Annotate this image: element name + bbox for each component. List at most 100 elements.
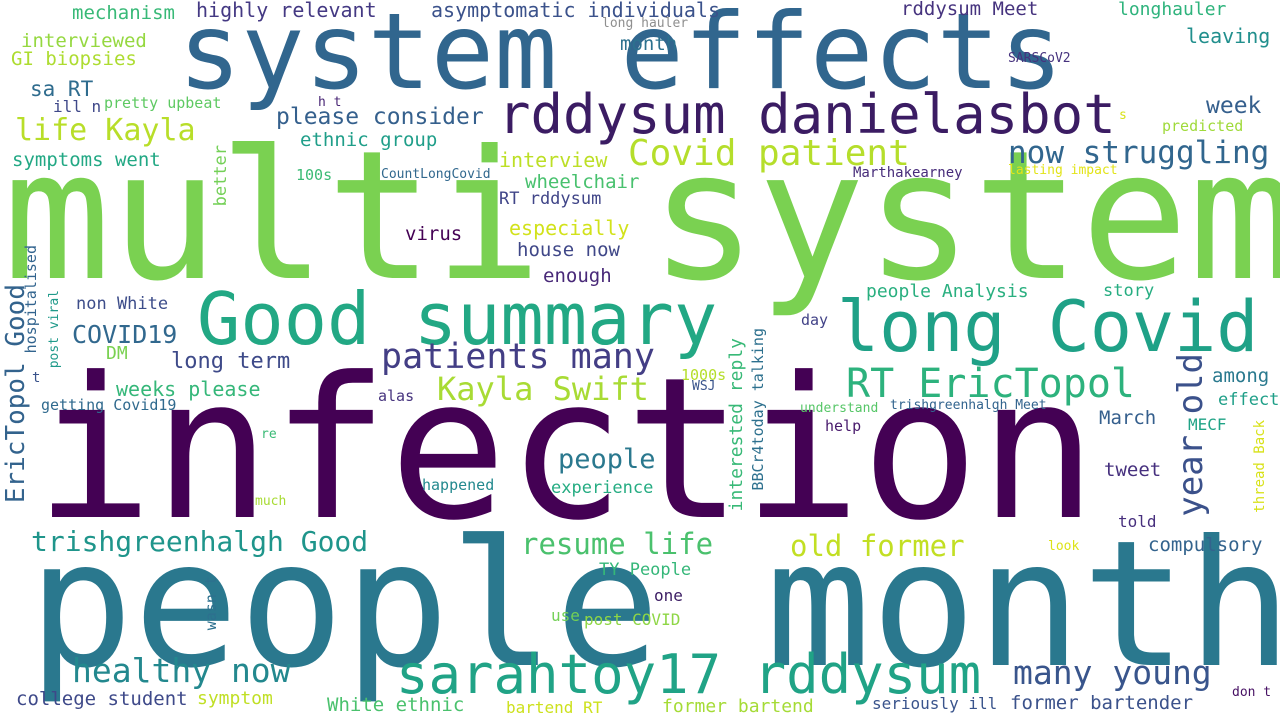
word-1000s: 1000s bbox=[681, 366, 727, 384]
word-better: better bbox=[211, 145, 231, 207]
word-marthakearney: Marthakearney bbox=[853, 165, 963, 181]
word-march: March bbox=[1099, 407, 1157, 429]
word-now-struggling: now struggling bbox=[1008, 135, 1270, 171]
word-told: told bbox=[1118, 512, 1157, 531]
word-non-white: non White bbox=[76, 294, 169, 314]
word-kayla-swift: Kayla Swift bbox=[437, 370, 649, 408]
word-post-covid: post COVID bbox=[584, 610, 681, 629]
word-many-young: many young bbox=[1013, 653, 1212, 692]
word-people: people bbox=[558, 444, 656, 475]
word-rt-erictopol: RT EricTopol bbox=[846, 361, 1135, 407]
word-weeks-please: weeks please bbox=[116, 377, 261, 401]
word-sarscov2: SARSCoV2 bbox=[1008, 51, 1071, 66]
word-among: among bbox=[1212, 365, 1270, 387]
word-wsj: WSJ bbox=[692, 379, 716, 394]
word-leaving: leaving bbox=[1186, 24, 1271, 48]
word-happened: happened bbox=[422, 476, 495, 494]
word-ty-people: TY People bbox=[599, 560, 692, 580]
word-resume-life: resume life bbox=[521, 527, 714, 561]
word-understand: understand bbox=[800, 401, 879, 416]
word-don-t: don t bbox=[1232, 685, 1272, 700]
word-bbcr4today-talking: BBCr4today talking bbox=[749, 328, 767, 491]
word-seriously-ill: seriously ill bbox=[872, 694, 998, 713]
word-white-ethnic: White ethnic bbox=[327, 694, 465, 716]
word-long-covid: long Covid bbox=[837, 286, 1259, 368]
word-predicted: predicted bbox=[1162, 117, 1244, 135]
word-healthy-now: healthy now bbox=[72, 651, 291, 690]
word-month: month bbox=[620, 33, 678, 55]
word-please-consider: please consider bbox=[276, 104, 484, 130]
word-t: t bbox=[32, 370, 41, 386]
word-compulsory: compulsory bbox=[1148, 534, 1263, 556]
word-pretty-upbeat: pretty upbeat bbox=[104, 94, 222, 112]
word-gi-biopsies: GI biopsies bbox=[11, 48, 137, 70]
word-ill-n: ill n bbox=[53, 97, 102, 116]
word-wasn-t: wasn t bbox=[202, 576, 220, 631]
word-getting-covid19: getting Covid19 bbox=[41, 396, 177, 414]
word-year-old: year old bbox=[1171, 353, 1211, 517]
word-help: help bbox=[825, 417, 862, 435]
word-interview: interview bbox=[499, 148, 608, 172]
word-sa-rt: sa RT bbox=[30, 77, 94, 101]
word-trishgreenhalgh-meet: trishgreenhalgh Meet bbox=[890, 398, 1047, 413]
word-story: story bbox=[1103, 281, 1155, 301]
word-sarahtoy17-rddysum: sarahtoy17 rddysum bbox=[396, 643, 982, 706]
word-day: day bbox=[801, 311, 829, 329]
word-especially: especially bbox=[509, 216, 630, 240]
word-longhauler: longhauler bbox=[1118, 0, 1227, 20]
word-virus: virus bbox=[405, 223, 463, 245]
word-old-former: old former bbox=[790, 529, 965, 563]
word-lasting-impact: lasting impact bbox=[1008, 163, 1118, 178]
word-long-term: long term bbox=[171, 349, 291, 374]
word-patients-many: patients many bbox=[381, 337, 655, 377]
word-mecf: MECF bbox=[1188, 415, 1227, 434]
word-trishgreenhalgh-good: trishgreenhalgh Good bbox=[31, 525, 369, 558]
word-infection: infection bbox=[35, 336, 1098, 564]
word-use: use bbox=[551, 606, 580, 625]
word-100s: 100s bbox=[296, 166, 333, 184]
word-people-months: people months bbox=[28, 504, 1280, 707]
word-week: week bbox=[1206, 93, 1262, 119]
word-multi-system: multi system bbox=[3, 113, 1280, 321]
word-effect: effect bbox=[1218, 390, 1280, 410]
word-experience: experience bbox=[551, 478, 654, 498]
word-ethnic-group: ethnic group bbox=[300, 129, 438, 151]
word-re: re bbox=[261, 427, 277, 442]
word-rt-rddysum: RT rddysum bbox=[499, 189, 602, 209]
word-rddysum-meet: rddysum Meet bbox=[901, 0, 1039, 20]
word-long-hauler: long hauler bbox=[602, 16, 689, 31]
word-enough: enough bbox=[543, 265, 612, 287]
word-wheelchair: wheelchair bbox=[525, 171, 640, 193]
word-thread-back: thread Back bbox=[1252, 420, 1268, 513]
word-dm: DM bbox=[106, 343, 128, 364]
word-tweet: tweet bbox=[1104, 459, 1162, 481]
word-asymptomatic-individuals: asymptomatic individuals bbox=[431, 0, 720, 22]
word-life-kayla: life Kayla bbox=[15, 113, 196, 148]
word-hospitalised: hospitalised bbox=[22, 245, 40, 354]
word-former-bartend: former bartend bbox=[662, 696, 814, 717]
word-one: one bbox=[654, 586, 683, 605]
word-h-t: h t bbox=[318, 95, 342, 110]
word-interested-reply: interested reply bbox=[726, 338, 747, 512]
word-mechanism: mechanism bbox=[72, 2, 175, 24]
word-highly-relevant: highly relevant bbox=[196, 0, 377, 22]
word-post-viral: post viral bbox=[47, 290, 62, 369]
word-interviewed: interviewed bbox=[21, 30, 147, 52]
word-symptom: symptom bbox=[197, 688, 273, 709]
word-bartend-rt: bartend RT bbox=[506, 698, 603, 717]
word-college-student: college student bbox=[16, 688, 188, 710]
word-covid19: COVID19 bbox=[72, 320, 178, 349]
word-former-bartender: former bartender bbox=[1010, 692, 1194, 714]
word-s: s bbox=[1119, 108, 1127, 123]
word-system-effects: system effects bbox=[178, 0, 1064, 113]
word-countlongcovid: CountLongCovid bbox=[381, 167, 491, 182]
word-house-now: house now bbox=[517, 239, 620, 261]
word-look: look bbox=[1048, 539, 1080, 554]
word-people-analysis: people Analysis bbox=[866, 281, 1029, 302]
word-covid-patient: Covid patient bbox=[628, 133, 910, 174]
word-alas: alas bbox=[378, 387, 415, 405]
word-good-summary: Good summary bbox=[197, 277, 718, 361]
word-rddysum-danielasbot: rddysum danielasbot bbox=[498, 83, 1116, 146]
word-much: much bbox=[255, 494, 287, 509]
